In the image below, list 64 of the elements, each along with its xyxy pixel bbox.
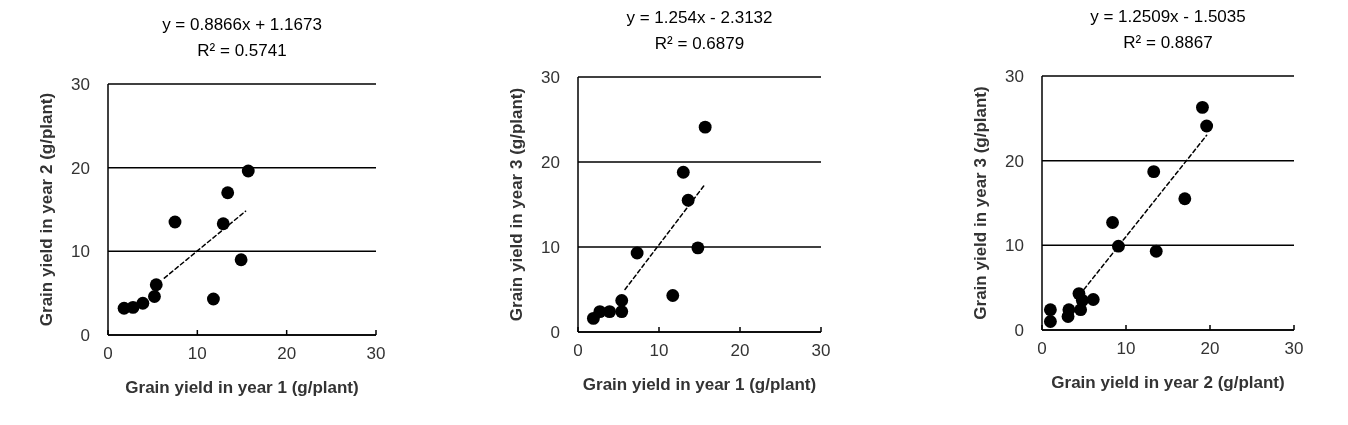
y-tick-label: 30	[71, 74, 90, 94]
x-tick-label: 30	[811, 341, 831, 360]
x-axis-title: Grain yield in year 1 (g/plant)	[125, 378, 359, 397]
x-tick-label: 0	[103, 344, 113, 363]
point	[615, 294, 629, 307]
point	[216, 217, 230, 231]
point	[691, 241, 705, 255]
point	[666, 289, 680, 302]
y-axis-title: Grain yield in year 3 (g/plant)	[507, 87, 526, 322]
point	[1196, 100, 1209, 114]
x-tick-label: 10	[187, 344, 207, 363]
point	[221, 186, 235, 200]
x-tick-label: 20	[277, 344, 297, 363]
y-tick-label: 20	[71, 158, 90, 178]
chart-subtitle: R² = 0.8867	[1123, 33, 1213, 52]
x-tick-label: 0	[1037, 339, 1047, 358]
x-tick-label: 20	[1200, 339, 1220, 358]
point	[615, 305, 629, 319]
x-axis-title: Grain yield in year 2 (g/plant)	[1051, 373, 1285, 392]
point	[136, 296, 150, 310]
y-axis-title: Grain yield in year 2 (g/plant)	[37, 92, 56, 327]
point	[1147, 165, 1161, 179]
y-axis-title: Grain yield in year 3 (g/plant)	[971, 86, 990, 320]
x-tick-label: 10	[649, 341, 669, 360]
point	[126, 300, 140, 314]
point	[1043, 303, 1057, 317]
y-tick-label: 30	[1005, 66, 1024, 86]
point	[234, 253, 248, 267]
y-tick-label: 20	[1005, 151, 1024, 171]
y-tick-label: 30	[541, 67, 560, 87]
y-tick-label: 10	[71, 242, 90, 262]
x-tick-label: 10	[1116, 339, 1136, 358]
x-axis-title: Grain yield in year 1 (g/plant)	[582, 375, 817, 394]
point	[630, 246, 644, 260]
point	[1178, 192, 1192, 206]
point	[603, 305, 617, 319]
point	[168, 215, 182, 229]
point	[1086, 293, 1100, 306]
y-tick-label: 0	[550, 322, 560, 342]
x-tick-label: 0	[573, 341, 583, 360]
y-tick-label: 10	[541, 237, 560, 257]
point	[676, 165, 690, 179]
chart-subtitle: R² = 0.6879	[654, 34, 745, 53]
x-tick-label: 30	[366, 344, 386, 363]
point	[241, 164, 255, 178]
point	[148, 290, 161, 303]
y-tick-label: 20	[541, 152, 560, 172]
chart-title: y = 0.8866x + 1.1673	[162, 15, 322, 34]
point	[1106, 216, 1119, 229]
chart-subtitle: R² = 0.5741	[197, 41, 287, 60]
y-tick-label: 0	[1014, 320, 1024, 340]
point	[698, 120, 712, 134]
x-tick-label: 20	[730, 341, 750, 360]
point	[149, 278, 163, 292]
chart-title: y = 1.254x - 2.3132	[626, 8, 773, 27]
x-tick-label: 30	[1284, 339, 1304, 358]
y-tick-label: 10	[1005, 236, 1024, 256]
chart-title: y = 1.2509x - 1.5035	[1090, 7, 1246, 26]
point	[1149, 244, 1163, 258]
point	[206, 292, 220, 306]
y-tick-label: 0	[80, 325, 90, 345]
point	[1200, 119, 1214, 133]
point	[1043, 315, 1057, 328]
point	[1075, 293, 1089, 307]
